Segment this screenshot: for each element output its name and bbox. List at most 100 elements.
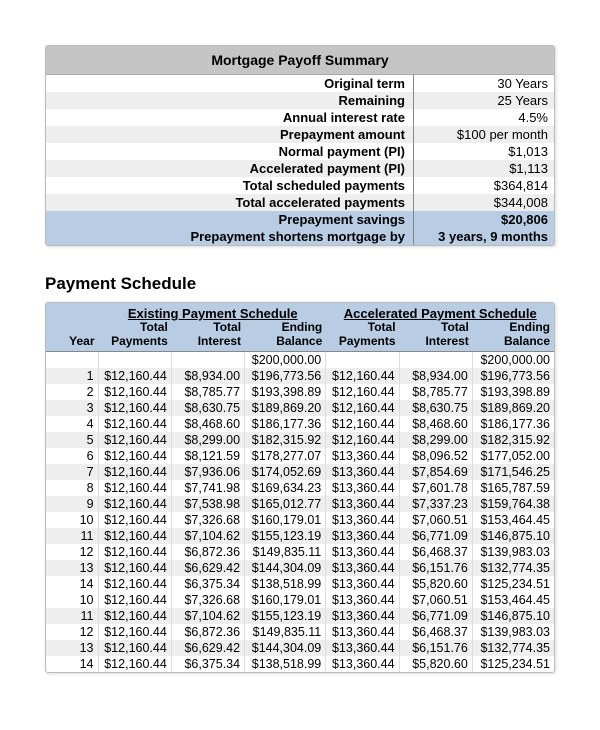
table-cell: $174,052.69 [245,464,326,480]
table-cell [46,352,99,368]
table-cell: 13 [46,640,99,656]
table-cell: $160,179.01 [245,512,326,528]
summary-row-label: Remaining [46,92,414,109]
summary-row-value: $100 per month [414,126,554,143]
table-cell: $125,234.51 [473,656,554,672]
table-cell: $125,234.51 [473,576,554,592]
table-cell: $7,337.23 [400,496,473,512]
schedule-group-headers: Existing Payment Schedule Accelerated Pa… [46,303,554,321]
table-row: 12$12,160.44$6,872.36$149,835.11$13,360.… [46,624,554,640]
summary-row-value: $1,013 [414,143,554,160]
summary-row-label: Annual interest rate [46,109,414,126]
table-cell: 13 [46,560,99,576]
table-cell: $132,774.35 [473,560,554,576]
table-cell: $12,160.44 [99,608,172,624]
table-cell: $13,360.44 [326,528,399,544]
table-cell: $12,160.44 [99,528,172,544]
table-cell: 7 [46,464,99,480]
table-cell [99,352,172,368]
table-cell: $6,151.76 [400,560,473,576]
table-cell: $139,983.03 [473,544,554,560]
table-cell: 10 [46,512,99,528]
table-cell: $186,177.36 [473,416,554,432]
table-cell: $8,468.60 [172,416,245,432]
group-header-existing: Existing Payment Schedule [99,303,327,321]
table-cell: $153,464.45 [473,592,554,608]
table-cell: $13,360.44 [326,544,399,560]
table-cell: $8,121.59 [172,448,245,464]
table-cell: $13,360.44 [326,496,399,512]
table-cell: $13,360.44 [326,640,399,656]
table-row: 10$12,160.44$7,326.68$160,179.01$13,360.… [46,512,554,528]
summary-row-label: Accelerated payment (PI) [46,160,414,177]
table-cell: $177,052.00 [473,448,554,464]
table-cell: 8 [46,480,99,496]
table-row: 10$12,160.44$7,326.68$160,179.01$13,360.… [46,592,554,608]
table-cell: $12,160.44 [99,576,172,592]
summary-row-value: 4.5% [414,109,554,126]
table-cell: $189,869.20 [245,400,326,416]
table-cell: $7,741.98 [172,480,245,496]
summary-row: Accelerated payment (PI)$1,113 [46,160,554,177]
col-accel-ending: EndingBalance [473,321,554,349]
table-cell: $7,601.78 [400,480,473,496]
table-cell: $12,160.44 [99,384,172,400]
summary-row-value: 3 years, 9 months [414,228,554,245]
table-cell: $6,872.36 [172,544,245,560]
table-cell: $160,179.01 [245,592,326,608]
table-cell: $8,468.60 [400,416,473,432]
table-cell: $144,304.09 [245,640,326,656]
table-cell: $12,160.44 [326,384,399,400]
table-cell: $13,360.44 [326,656,399,672]
table-cell: $12,160.44 [99,640,172,656]
table-cell: $13,360.44 [326,448,399,464]
table-cell: $7,104.62 [172,528,245,544]
table-row: 11$12,160.44$7,104.62$155,123.19$13,360.… [46,608,554,624]
table-row: 9$12,160.44$7,538.98$165,012.77$13,360.4… [46,496,554,512]
summary-row-label: Total scheduled payments [46,177,414,194]
col-existing-interest: TotalInterest [172,321,245,349]
table-cell: $178,277.07 [245,448,326,464]
table-cell: 14 [46,656,99,672]
table-cell: $12,160.44 [99,448,172,464]
table-row: 14$12,160.44$6,375.34$138,518.99$13,360.… [46,576,554,592]
table-row: 3$12,160.44$8,630.75$189,869.20$12,160.4… [46,400,554,416]
table-row: 8$12,160.44$7,741.98$169,634.23$13,360.4… [46,480,554,496]
table-cell: $132,774.35 [473,640,554,656]
table-cell: 9 [46,496,99,512]
table-cell: $200,000.00 [473,352,554,368]
table-cell: $196,773.56 [245,368,326,384]
table-cell: $200,000.00 [245,352,326,368]
table-cell [172,352,245,368]
table-cell: $8,096.52 [400,448,473,464]
table-cell: $12,160.44 [99,400,172,416]
table-cell: $146,875.10 [473,608,554,624]
table-cell: $155,123.19 [245,608,326,624]
table-row: 4$12,160.44$8,468.60$186,177.36$12,160.4… [46,416,554,432]
table-cell: $12,160.44 [326,400,399,416]
table-cell: $12,160.44 [326,432,399,448]
summary-row: Prepayment shortens mortgage by3 years, … [46,228,554,245]
col-accel-payments: TotalPayments [326,321,399,349]
table-cell: $8,630.75 [400,400,473,416]
table-cell: $186,177.36 [245,416,326,432]
summary-row: Prepayment amount$100 per month [46,126,554,143]
table-row: 13$12,160.44$6,629.42$144,304.09$13,360.… [46,640,554,656]
summary-row-label: Prepayment savings [46,211,414,228]
table-cell: 5 [46,432,99,448]
summary-row: Total scheduled payments$364,814 [46,177,554,194]
table-cell: $7,060.51 [400,592,473,608]
table-cell: 12 [46,624,99,640]
table-cell: $6,468.37 [400,624,473,640]
table-cell: $7,936.06 [172,464,245,480]
table-cell: $8,785.77 [172,384,245,400]
table-cell: 12 [46,544,99,560]
summary-title: Mortgage Payoff Summary [46,46,554,75]
table-row: 12$12,160.44$6,872.36$149,835.11$13,360.… [46,544,554,560]
table-cell: $138,518.99 [245,656,326,672]
table-cell: $12,160.44 [99,464,172,480]
table-cell: $7,326.68 [172,512,245,528]
table-cell: $12,160.44 [99,592,172,608]
col-existing-payments: TotalPayments [99,321,172,349]
table-cell: $165,012.77 [245,496,326,512]
